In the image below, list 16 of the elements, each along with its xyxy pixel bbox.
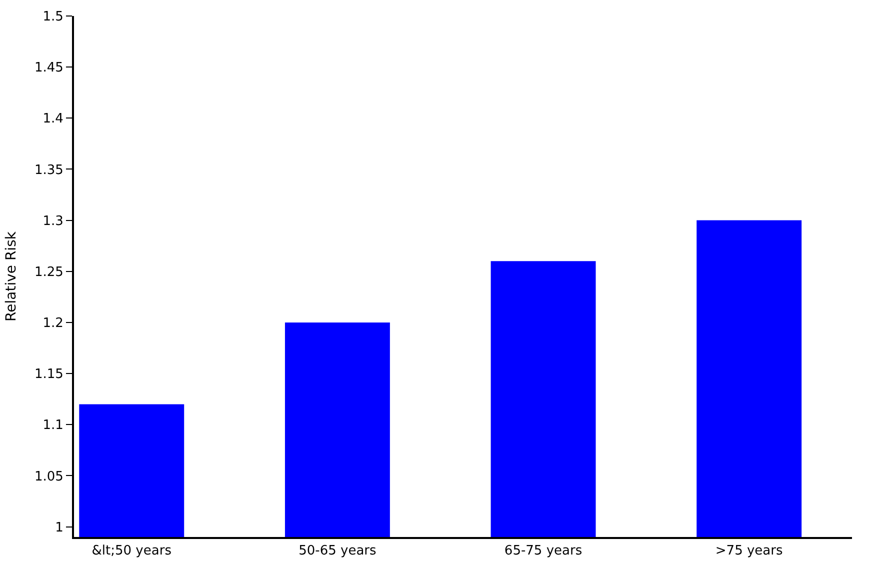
y-tick-label: 1.35 xyxy=(34,162,64,178)
x-tick-label: >75 years xyxy=(715,544,783,559)
y-tick-label: 1.25 xyxy=(34,264,64,280)
y-tick-label: 1.3 xyxy=(42,214,64,229)
y-tick-label: 1.1 xyxy=(42,418,64,434)
x-tick-label: 65-75 years xyxy=(504,544,582,559)
y-tick-label: 1.2 xyxy=(42,316,64,332)
y-tick-label: 1.15 xyxy=(34,367,64,382)
y-axis-title: Relative Risk xyxy=(4,230,20,322)
y-tick-label: 1.5 xyxy=(42,10,64,25)
x-tick-label: 50-65 years xyxy=(298,544,377,559)
x-tick-label: &lt;50 years xyxy=(92,544,172,559)
y-tick-label: 1.05 xyxy=(34,469,64,484)
y-tick-label: 1 xyxy=(55,520,64,536)
y-tick-label: 1.4 xyxy=(42,112,64,127)
y-tick-label: 1.45 xyxy=(34,60,64,76)
